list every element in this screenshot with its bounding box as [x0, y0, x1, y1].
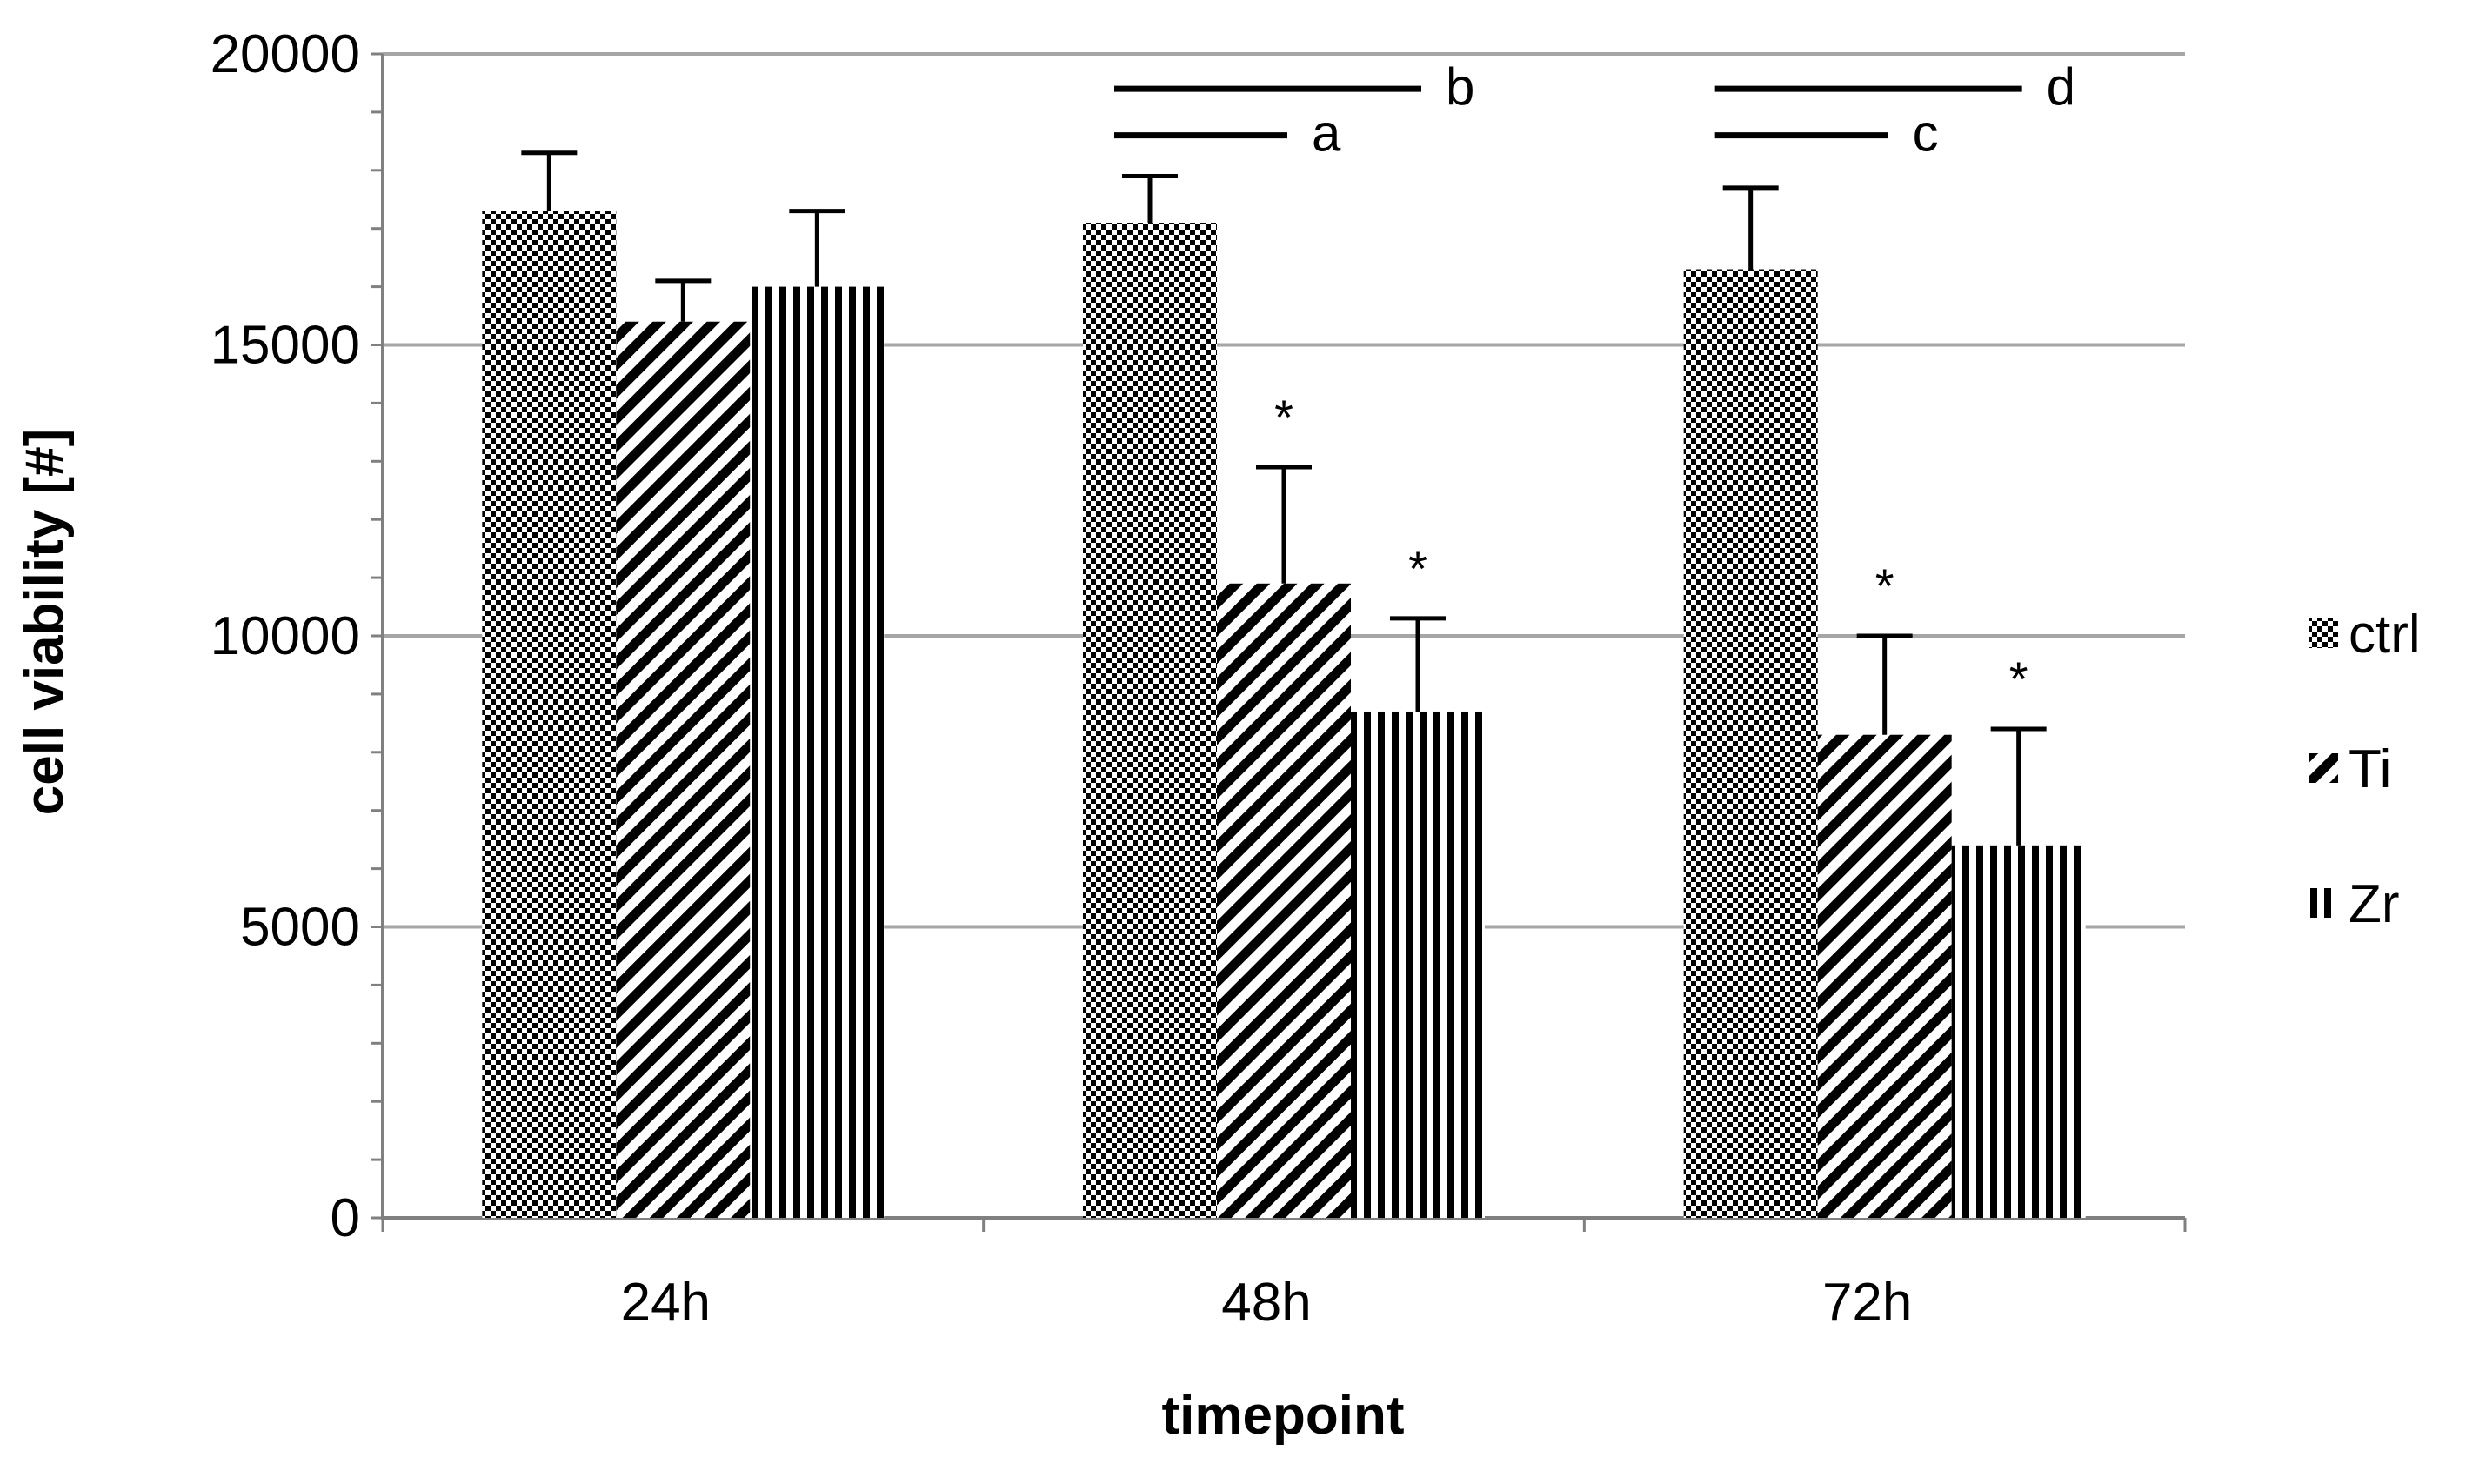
legend: ctrl Ti Zr	[2309, 605, 2421, 934]
x-tick-label: 72h	[1822, 1273, 1912, 1333]
comparison-label: c	[1913, 104, 1939, 163]
bar-Zr	[1951, 845, 2086, 1218]
legend-label-ctrl: ctrl	[2349, 605, 2421, 665]
bar-Ti	[1217, 583, 1351, 1218]
x-tick-label: 24h	[621, 1273, 711, 1333]
x-tick-labels: 24h 48h 72h	[621, 1273, 1913, 1333]
legend-swatch-Zr	[2309, 888, 2338, 918]
significance-star: *	[1875, 558, 1894, 613]
x-tick-label: 48h	[1221, 1273, 1311, 1333]
bar-ctrl	[1683, 269, 1818, 1218]
annotations: * * * * a b c d	[1114, 57, 2075, 706]
legend-label-Ti: Ti	[2349, 739, 2391, 799]
bar-Ti	[616, 321, 751, 1218]
bar-Zr	[750, 286, 885, 1219]
comparison-label: a	[1312, 104, 1341, 163]
bar-Ti	[1817, 734, 1952, 1218]
legend-label-Zr: Zr	[2349, 874, 2400, 934]
y-tick-labels: 0 5000 10000 15000 20000	[210, 24, 360, 1248]
x-axis-title: timepoint	[1162, 1386, 1405, 1446]
legend-swatch-Ti	[2309, 753, 2338, 783]
significance-star: *	[1274, 390, 1293, 445]
y-tick-label: 5000	[240, 898, 360, 958]
bars	[482, 211, 2086, 1219]
significance-star: *	[1408, 541, 1427, 596]
legend-swatch-ctrl	[2309, 618, 2338, 648]
y-tick-label: 20000	[210, 24, 360, 84]
y-tick-label: 0	[331, 1188, 360, 1248]
y-tick-label: 10000	[210, 606, 360, 666]
error-bars	[521, 150, 2047, 846]
y-tick-label: 15000	[210, 316, 360, 376]
bar-ctrl	[482, 211, 617, 1218]
bar-ctrl	[1083, 223, 1217, 1218]
significance-star: *	[2009, 652, 2028, 706]
comparison-label: d	[2047, 57, 2075, 116]
bar-Zr	[1351, 711, 1485, 1218]
y-axis-title: cell viability [#]	[15, 429, 75, 816]
comparison-label: b	[1446, 57, 1474, 116]
